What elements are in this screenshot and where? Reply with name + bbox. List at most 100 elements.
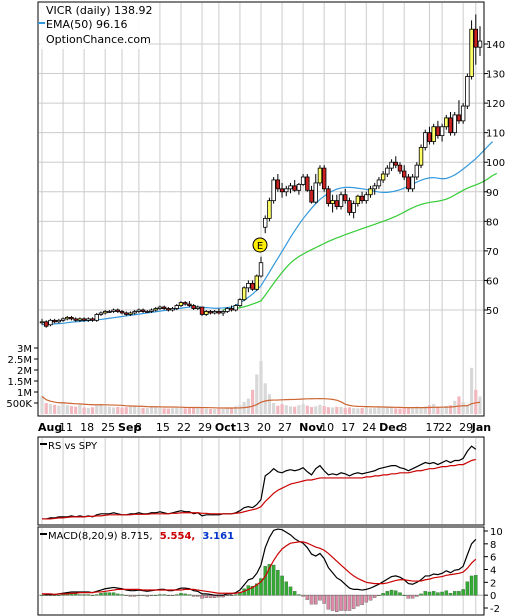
macd-histogram-bar: [372, 595, 377, 598]
macd-histogram-bar: [448, 593, 453, 596]
candle-body: [423, 132, 428, 148]
candle-body: [292, 185, 297, 191]
macd-histogram-bar: [339, 595, 343, 611]
volume-bar: [116, 406, 120, 414]
volume-bar: [444, 406, 448, 414]
macd-histogram-bar: [322, 595, 326, 604]
volume-bar: [347, 407, 352, 414]
volume-bar: [250, 389, 255, 414]
candle-body: [309, 189, 314, 203]
candle-body: [225, 308, 230, 312]
rs-panel-lines: [42, 445, 477, 520]
volume-bar: [149, 406, 154, 414]
candle-body: [275, 179, 281, 190]
candle-body: [477, 40, 483, 48]
volume-bar: [280, 404, 284, 414]
candle-body: [119, 311, 125, 314]
date-axis-label: 29: [459, 421, 473, 434]
candle-body: [149, 309, 154, 312]
macd-signal-value-label: 5.554,: [160, 531, 195, 542]
candle-body: [90, 318, 95, 321]
macd-histogram-bar: [427, 591, 432, 596]
date-axis-label: 15: [156, 421, 170, 434]
earnings-marker-label: E: [257, 241, 263, 252]
volume-bar: [90, 407, 95, 414]
volume-bar: [99, 404, 103, 414]
date-axis-label: 8: [135, 421, 142, 434]
macd-histogram-bar: [48, 595, 53, 596]
candle-body: [44, 321, 49, 327]
candle-body: [460, 105, 466, 122]
volume-bar: [137, 407, 141, 414]
macd-histogram-bar: [116, 593, 120, 596]
macd-histogram-bar: [330, 595, 335, 611]
price-tick-label: 140: [486, 40, 505, 51]
candle-body: [414, 164, 420, 178]
date-axis-label: 20: [257, 421, 271, 434]
macd-histogram-bar: [313, 595, 318, 605]
macd-histogram-bar: [351, 595, 356, 609]
macd-histogram-bar: [280, 575, 284, 596]
volume-bar: [402, 407, 406, 414]
macd-tick-label: 0: [490, 591, 496, 602]
candle-body: [161, 306, 167, 309]
candle-body: [351, 203, 356, 213]
volume-bar: [394, 408, 398, 414]
volume-bar: [255, 374, 259, 414]
volume-bar: [309, 406, 314, 414]
volume-bar: [145, 408, 149, 414]
volume-tick-label: 500K: [6, 399, 32, 410]
volume-bar: [381, 407, 385, 414]
macd-histogram-bar: [61, 594, 65, 596]
macd-histogram-bar: [474, 575, 478, 596]
volume-bar: [352, 408, 356, 414]
volume-bar: [48, 404, 53, 414]
volume-bar: [213, 409, 217, 414]
price-panel-frame: [37, 1, 485, 417]
volume-bar: [272, 403, 276, 414]
volume-bar: [175, 407, 179, 414]
macd-histogram-bar: [82, 594, 86, 596]
candle-body: [469, 28, 474, 77]
volume-tick-label: 1.5M: [7, 377, 32, 388]
candle-body: [364, 194, 369, 202]
date-axis-label: 11: [59, 421, 73, 434]
macd-histogram-bar: [99, 593, 103, 596]
ema-legend-label: EMA(50) 96.16: [46, 18, 128, 31]
macd-tick-label: 10: [490, 527, 503, 538]
macd-histogram-bar: [465, 581, 470, 596]
volume-bar: [170, 408, 175, 414]
volume-bar: [406, 407, 411, 414]
macd-histogram-bar: [360, 595, 364, 605]
volume-bar: [461, 401, 465, 414]
candle-body: [86, 318, 91, 321]
macd-legend: MACD(8,20,9) 8.715, 5.554, 3.161: [40, 531, 234, 542]
macd-histogram-bar: [402, 595, 406, 596]
price-tick-label: 80: [486, 217, 499, 228]
macd-tick-label: 8: [490, 540, 496, 551]
date-axis-label: 24: [362, 421, 376, 434]
volume-bar: [385, 406, 389, 414]
volume-tick-label: 2M: [17, 366, 32, 377]
macd-histogram-bar: [132, 595, 137, 597]
candle-body: [372, 185, 377, 190]
macd-histogram-bar: [183, 593, 187, 596]
candle-body: [94, 314, 99, 321]
candle-body: [191, 305, 196, 309]
date-axis-label: 22: [177, 421, 191, 434]
macd-histogram-bar: [259, 578, 263, 596]
candle-body: [427, 132, 432, 142]
volume-bar: [301, 404, 305, 414]
candle-body: [435, 126, 441, 137]
volume-bar: [44, 403, 48, 414]
price-tick-label: 130: [486, 70, 505, 81]
volume-bar: [326, 407, 330, 414]
rs-panel-gridlines: [41, 438, 477, 524]
candle-body: [199, 306, 205, 315]
macd-histogram-bar: [107, 592, 112, 596]
macd-histogram-bar: [204, 595, 208, 598]
price-candlesticks: [39, 14, 483, 328]
macd-histogram-bar: [78, 594, 82, 596]
candle-body: [317, 167, 323, 184]
